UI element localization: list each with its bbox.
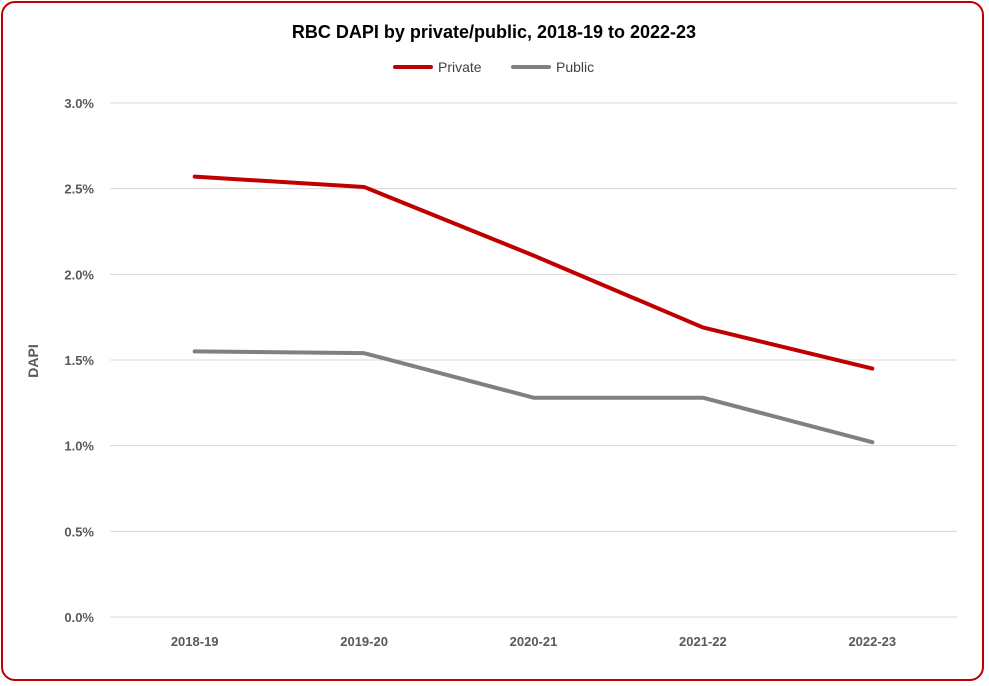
y-axis-label: DAPI [25,344,41,377]
y-tick-label: 0.0% [64,610,94,625]
x-tick-label: 2022-23 [848,634,896,649]
legend: Private Public [393,59,594,75]
gridlines [110,102,957,618]
series-line-private [192,174,875,371]
y-tick-label: 1.0% [64,439,94,454]
x-tick-label: 2020-21 [510,634,558,649]
x-tick-label: 2018-19 [171,634,219,649]
y-tick-label: 2.0% [64,267,94,282]
series-line-public [192,349,875,445]
x-tick-label: 2019-20 [340,634,388,649]
y-tick-label: 0.5% [64,524,94,539]
chart-title: RBC DAPI by private/public, 2018-19 to 2… [292,22,696,42]
y-tick-label: 1.5% [64,353,94,368]
y-axis-ticks: 0.0% 0.5% 1.0% 1.5% 2.0% 2.5% 3.0% [64,96,94,625]
y-tick-label: 2.5% [64,182,94,197]
y-tick-label: 3.0% [64,96,94,111]
x-tick-label: 2021-22 [679,634,727,649]
legend-label-public: Public [556,59,594,75]
legend-label-private: Private [438,59,482,75]
series-lines [192,174,875,445]
x-axis-ticks: 2018-19 2019-20 2020-21 2021-22 2022-23 [171,634,896,649]
